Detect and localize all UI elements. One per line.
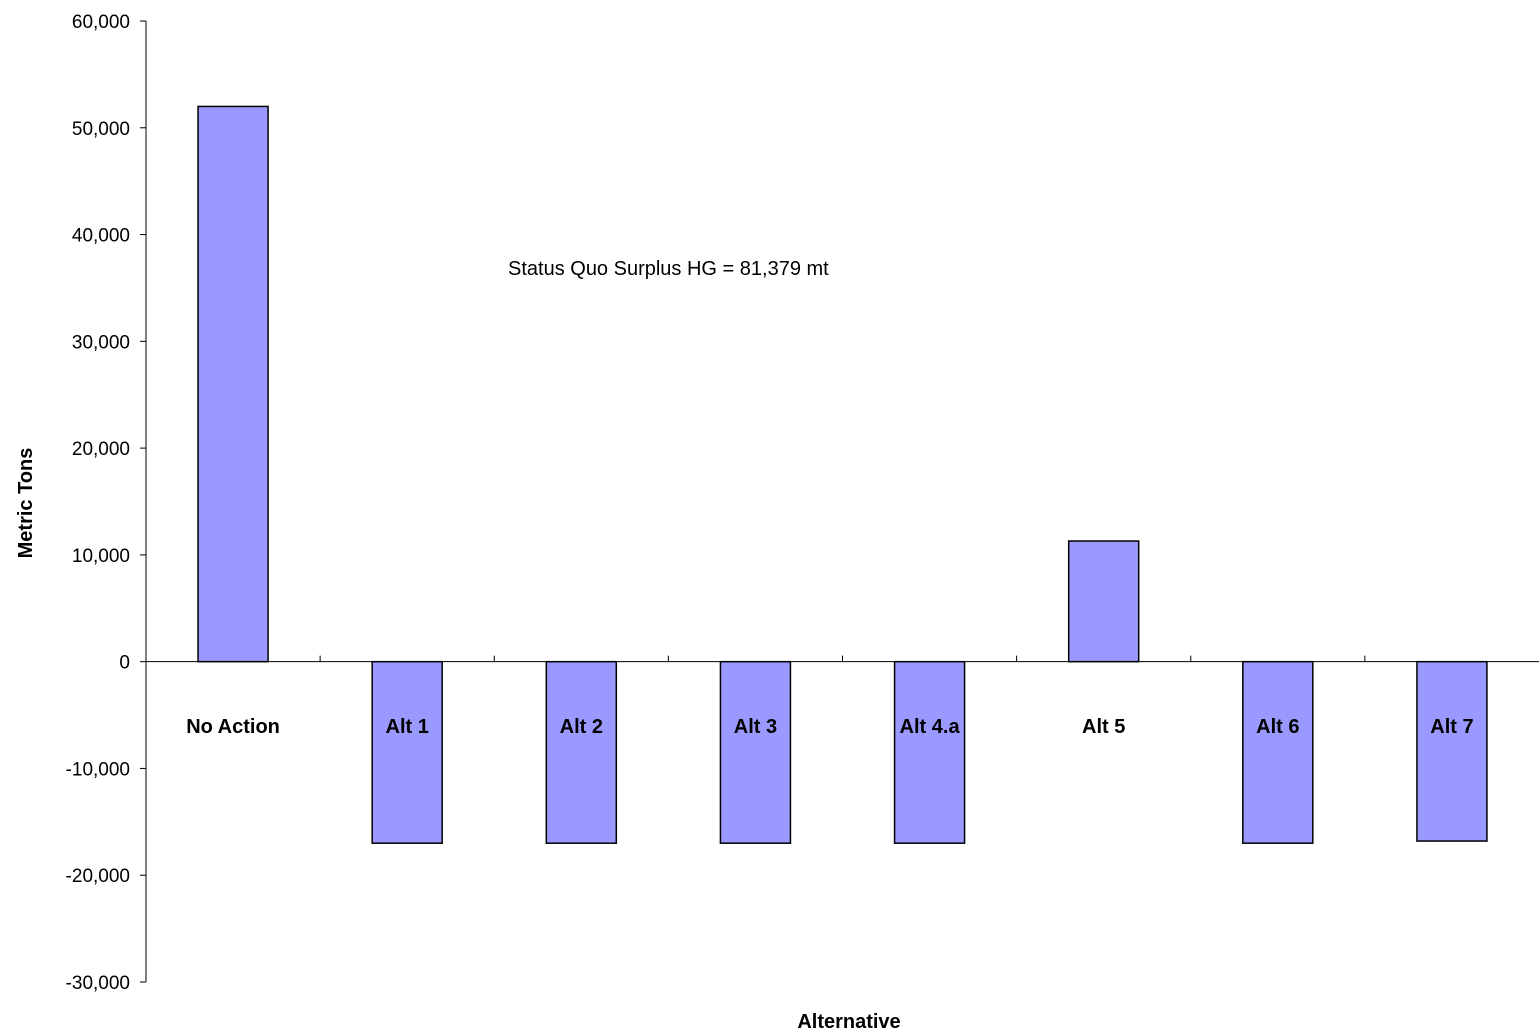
- bar-alt-1: [371, 660, 443, 844]
- category-label: Alt 7: [1430, 716, 1473, 738]
- y-tick-label: 60,000: [72, 12, 130, 33]
- category-label: Alt 1: [386, 716, 429, 738]
- category-label: Alt 3: [734, 716, 777, 738]
- category-label: Alt 5: [1082, 716, 1125, 738]
- y-tick-label: 20,000: [72, 439, 130, 460]
- x-axis-title: Alternative: [797, 1011, 900, 1033]
- bar-alt-3: [719, 660, 792, 844]
- y-axis-title: Metric Tons: [15, 448, 37, 559]
- y-tick-label: -10,000: [66, 759, 130, 780]
- x-axis-ticks: [319, 655, 1366, 662]
- category-labels: No Action Alt 1 Alt 2 Alt 3 Alt 4.a Alt 5 Alt …: [186, 716, 1473, 738]
- bar-no-action: [197, 105, 269, 663]
- status-quo-annotation: Status Quo Surplus HG = 81,379 mt: [508, 258, 829, 280]
- y-tick-label: 50,000: [72, 119, 130, 140]
- category-label: Alt 2: [560, 716, 603, 738]
- y-tick-label: 30,000: [72, 332, 130, 353]
- category-label: Alt 4.a: [900, 716, 961, 738]
- bar-alt-6: [1242, 660, 1314, 844]
- bar-alt-2: [545, 660, 618, 844]
- y-tick-label: 10,000: [72, 546, 130, 567]
- y-tick-label: 0: [119, 653, 130, 674]
- y-tick-label: -20,000: [66, 866, 130, 887]
- bar-alt-5: [1067, 540, 1140, 663]
- y-tick-label: -30,000: [66, 973, 130, 994]
- category-label: No Action: [186, 716, 280, 738]
- bar-alt-7: [1416, 660, 1488, 842]
- category-label: Alt 6: [1256, 716, 1299, 738]
- y-axis-ticks: 60,000 50,000 40,000 30,000 20,000 10,000 0 -10…: [66, 12, 146, 994]
- bars: [197, 105, 1488, 844]
- bar-alt-4-a: [893, 660, 966, 844]
- y-tick-label: 40,000: [72, 226, 130, 247]
